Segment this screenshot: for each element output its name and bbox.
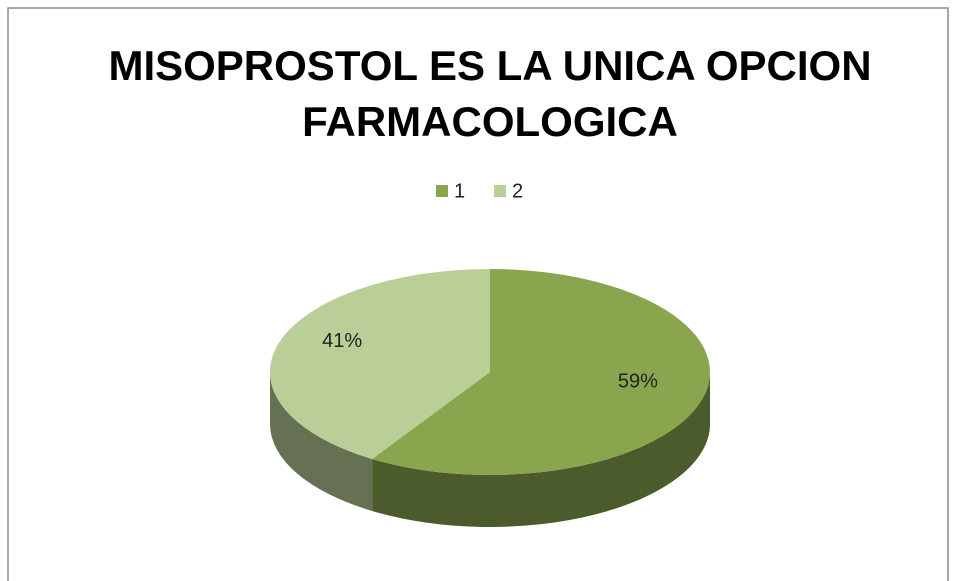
pie-slice-side <box>270 372 373 511</box>
legend-label: 1 <box>454 180 465 202</box>
chart-title: MISOPROSTOL ES LA UNICA OPCION FARMACOLO… <box>108 42 872 145</box>
legend-swatch <box>494 185 506 197</box>
pie-slice <box>372 269 710 475</box>
legend-swatch <box>436 185 448 197</box>
pie-slice <box>269 268 490 459</box>
data-label: 41% <box>322 330 362 352</box>
pie-slice-side <box>372 372 710 528</box>
data-label: 59% <box>618 370 658 392</box>
legend-label: 2 <box>512 180 523 202</box>
